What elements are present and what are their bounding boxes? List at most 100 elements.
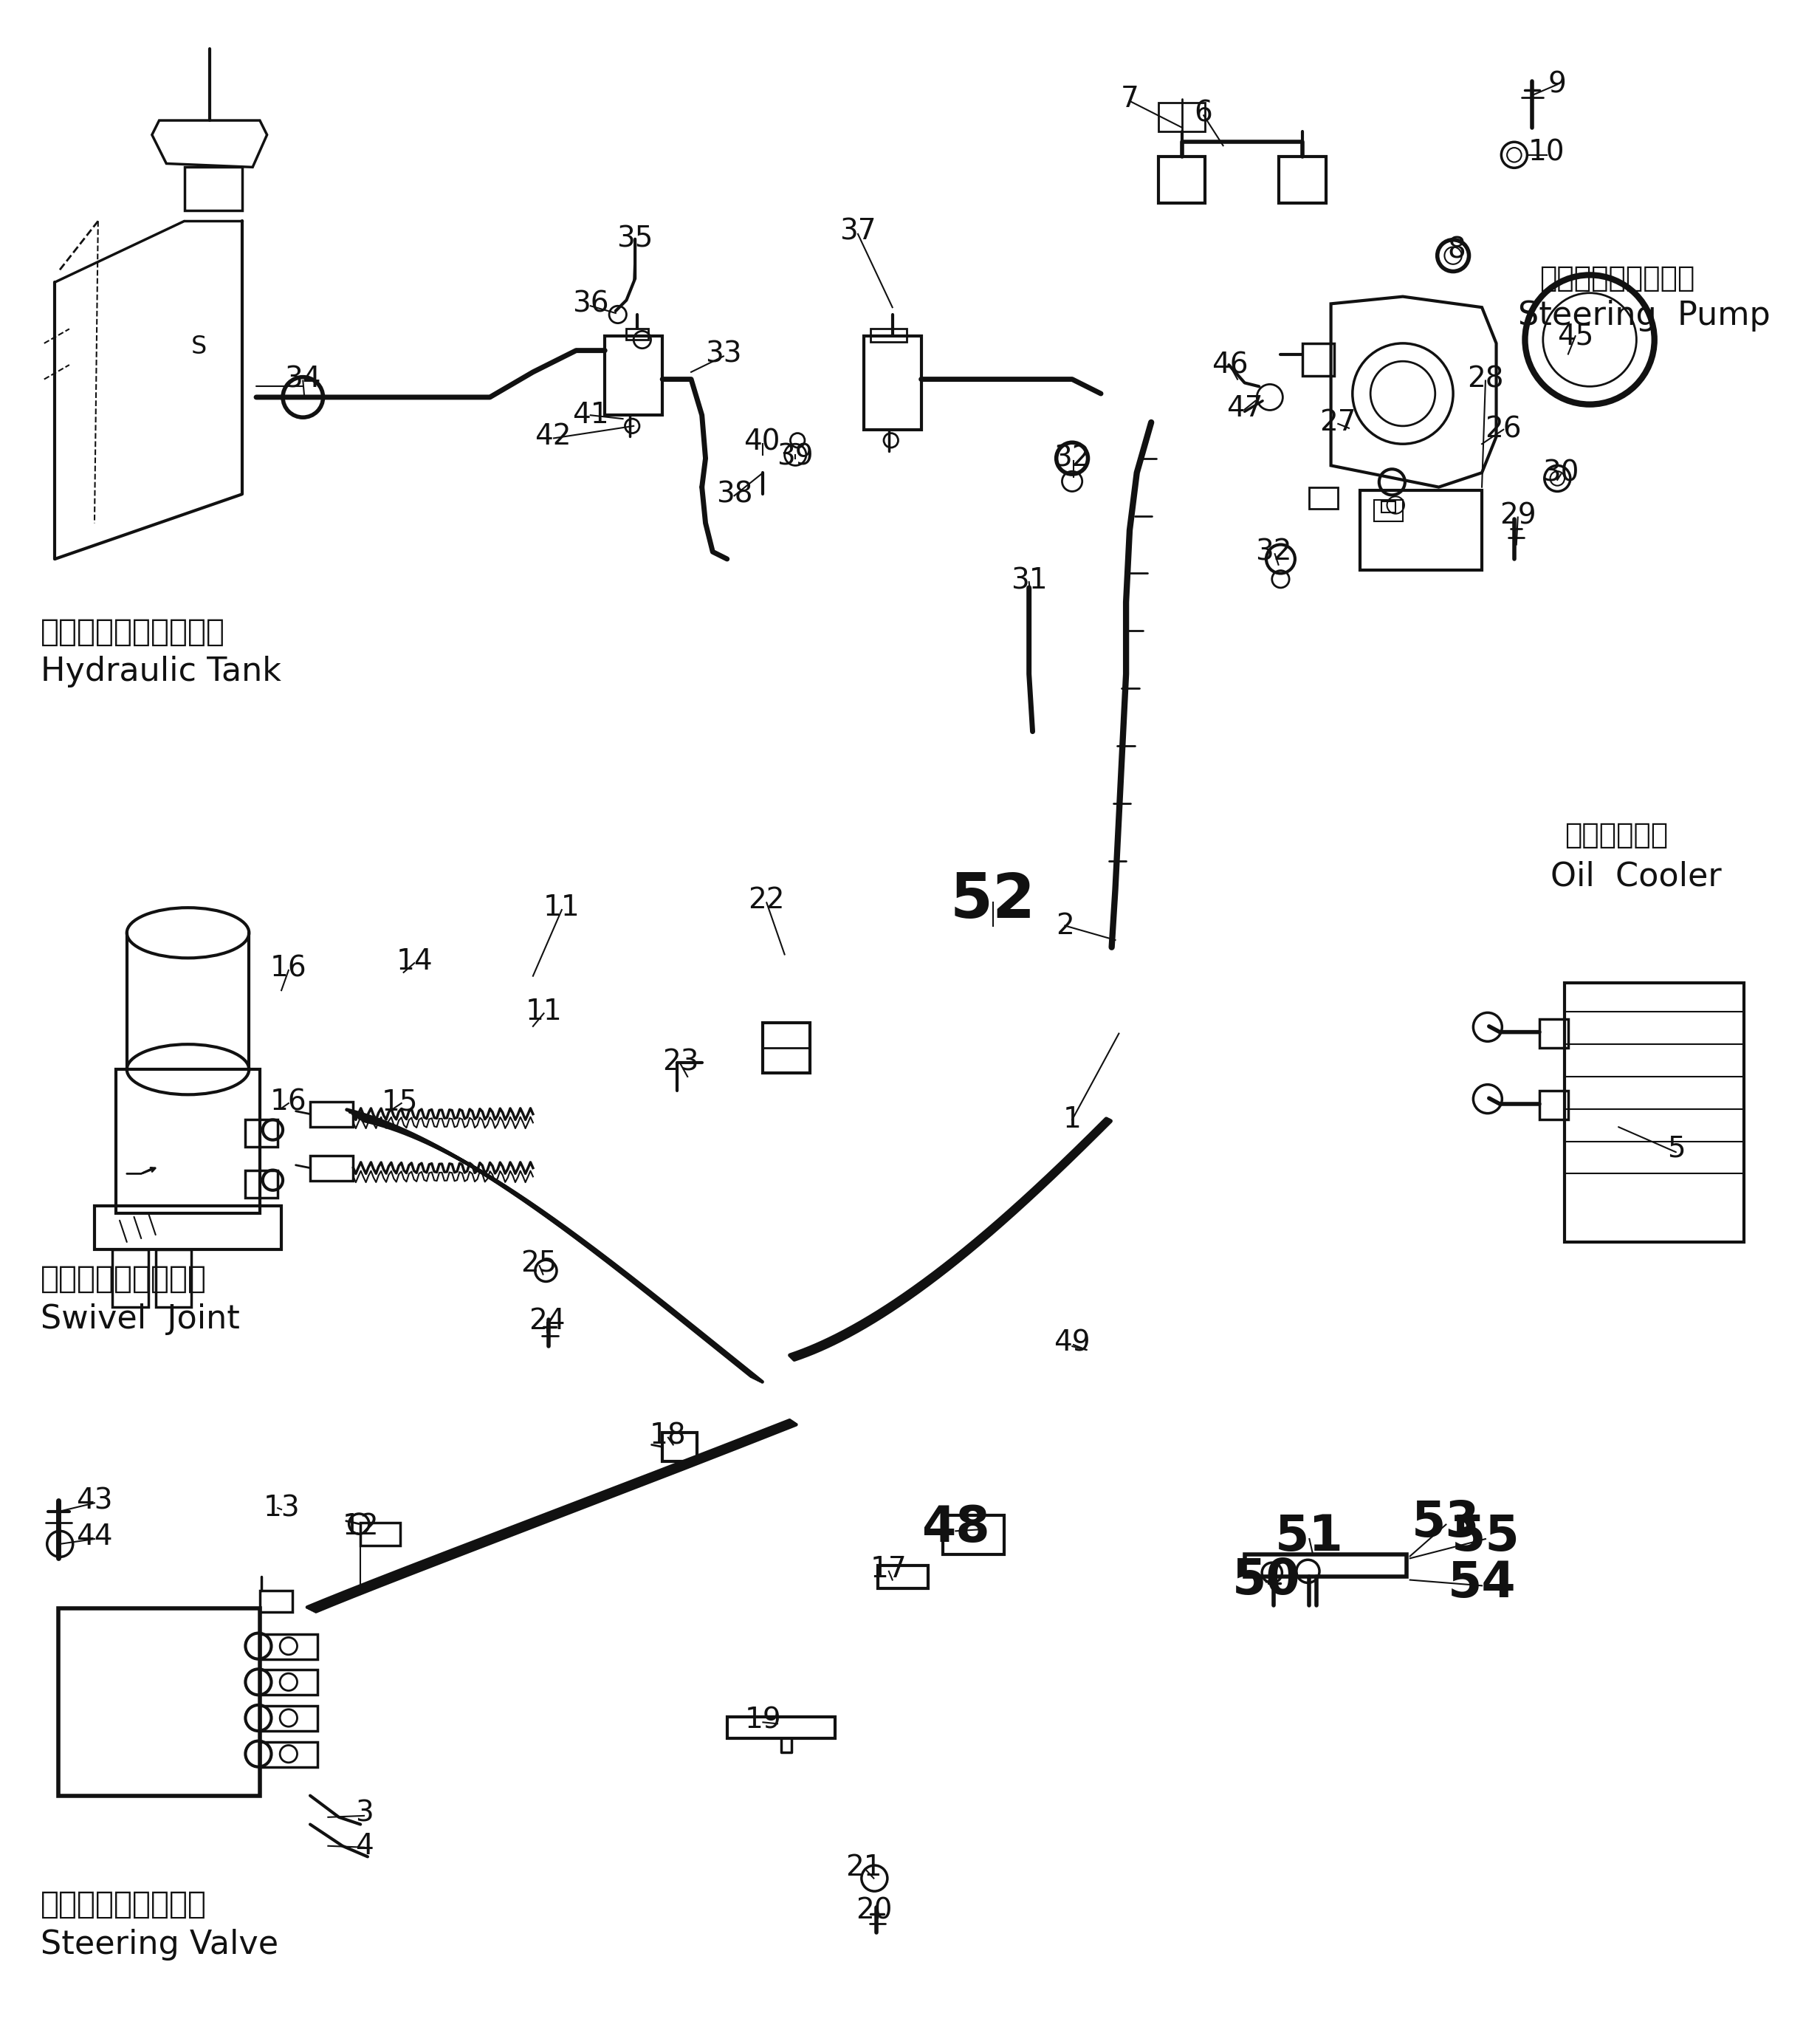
Text: ステアリングバルブ: ステアリングバルブ — [40, 1889, 207, 1919]
Text: 25: 25 — [521, 1249, 557, 1278]
Bar — [309, 1102, 353, 1126]
Text: 22: 22 — [748, 887, 784, 914]
Text: 45: 45 — [1558, 323, 1594, 350]
Text: 48: 48 — [921, 1504, 990, 1553]
Text: 7: 7 — [1121, 84, 1139, 112]
Text: 20: 20 — [855, 1897, 894, 1925]
Bar — [1360, 491, 1481, 570]
Text: 26: 26 — [1485, 415, 1522, 444]
Text: Steering Valve: Steering Valve — [40, 1930, 278, 1960]
Text: 1: 1 — [1063, 1106, 1081, 1134]
Text: 55: 55 — [1451, 1513, 1520, 1562]
Text: 13: 13 — [264, 1494, 300, 1523]
Text: 29: 29 — [1500, 503, 1536, 529]
Bar — [1245, 1555, 1407, 1576]
Text: 5: 5 — [1667, 1134, 1685, 1163]
Text: ステアリングポンプ: ステアリングポンプ — [1540, 264, 1694, 292]
Text: 16: 16 — [269, 1087, 308, 1116]
Bar — [113, 1249, 149, 1306]
Bar — [763, 1022, 810, 1073]
Bar — [870, 329, 906, 341]
Text: 30: 30 — [1543, 458, 1580, 486]
Text: 3: 3 — [355, 1799, 373, 1827]
Bar — [726, 1717, 835, 1737]
Text: 14: 14 — [397, 948, 433, 975]
Text: 39: 39 — [777, 444, 814, 470]
Bar — [260, 1741, 317, 1766]
Text: Swivel  Joint: Swivel Joint — [40, 1304, 240, 1335]
Text: 11: 11 — [526, 997, 562, 1026]
Text: 42: 42 — [535, 423, 571, 452]
Bar — [260, 1633, 317, 1660]
Bar — [260, 1590, 293, 1613]
Text: 32: 32 — [1054, 444, 1090, 472]
Text: 33: 33 — [704, 339, 743, 368]
Text: 17: 17 — [870, 1555, 906, 1584]
Text: 54: 54 — [1447, 1560, 1516, 1609]
Text: 43: 43 — [76, 1486, 113, 1515]
Bar — [95, 1206, 282, 1249]
Text: 11: 11 — [544, 893, 581, 922]
Text: 35: 35 — [617, 225, 653, 253]
Text: 24: 24 — [530, 1306, 566, 1335]
Text: 49: 49 — [1054, 1329, 1090, 1357]
Text: 27: 27 — [1320, 409, 1356, 437]
Text: 2: 2 — [1056, 912, 1074, 940]
Text: 46: 46 — [1212, 352, 1249, 378]
Text: 52: 52 — [950, 871, 1036, 930]
Bar — [1309, 486, 1338, 509]
Text: S: S — [191, 335, 206, 360]
Bar — [943, 1515, 1005, 1555]
Text: 40: 40 — [743, 427, 779, 456]
Text: 34: 34 — [284, 366, 320, 392]
Bar — [1540, 1091, 1569, 1120]
Bar — [1540, 1020, 1569, 1049]
Text: 21: 21 — [844, 1854, 883, 1883]
Bar — [116, 1069, 260, 1214]
Text: 53: 53 — [1412, 1498, 1480, 1547]
Text: 4: 4 — [355, 1831, 373, 1860]
Text: Steering  Pump: Steering Pump — [1518, 300, 1771, 331]
Bar — [1381, 501, 1396, 513]
Text: 31: 31 — [1010, 566, 1046, 595]
Text: 10: 10 — [1529, 139, 1565, 168]
Text: スイベルジョイント: スイベルジョイント — [40, 1263, 207, 1294]
Bar — [58, 1609, 260, 1795]
Text: 41: 41 — [571, 401, 610, 429]
Bar — [309, 1155, 353, 1181]
Text: 16: 16 — [269, 955, 308, 983]
Text: 51: 51 — [1276, 1513, 1343, 1562]
Text: 23: 23 — [662, 1049, 699, 1077]
Text: 32: 32 — [1256, 538, 1292, 566]
Bar — [260, 1707, 317, 1731]
Bar — [184, 168, 242, 211]
Text: 38: 38 — [715, 480, 752, 509]
Bar — [877, 1566, 928, 1588]
Text: 37: 37 — [839, 219, 875, 245]
Text: 28: 28 — [1467, 366, 1503, 392]
Bar — [155, 1249, 191, 1306]
Bar — [604, 335, 662, 415]
Bar — [260, 1670, 317, 1694]
Bar — [662, 1433, 697, 1461]
Text: 12: 12 — [342, 1513, 379, 1539]
Text: 44: 44 — [76, 1523, 113, 1551]
Text: Oil  Cooler: Oil Cooler — [1551, 861, 1722, 893]
Text: 15: 15 — [382, 1087, 419, 1116]
Bar — [1158, 157, 1205, 202]
Text: 47: 47 — [1227, 394, 1263, 421]
Bar — [1301, 343, 1334, 376]
Bar — [360, 1523, 400, 1545]
Text: オイルクーラ: オイルクーラ — [1565, 822, 1669, 850]
Bar — [864, 335, 921, 429]
Text: ハイドロリックタンク: ハイドロリックタンク — [40, 617, 226, 648]
Bar — [1565, 983, 1744, 1243]
Text: 19: 19 — [744, 1707, 781, 1733]
Text: Hydraulic Tank: Hydraulic Tank — [40, 656, 282, 687]
Text: 8: 8 — [1447, 235, 1465, 264]
Bar — [626, 329, 648, 339]
Text: 9: 9 — [1549, 69, 1567, 98]
Bar — [1279, 157, 1327, 202]
Text: 50: 50 — [1232, 1555, 1301, 1605]
Bar — [246, 1120, 278, 1147]
